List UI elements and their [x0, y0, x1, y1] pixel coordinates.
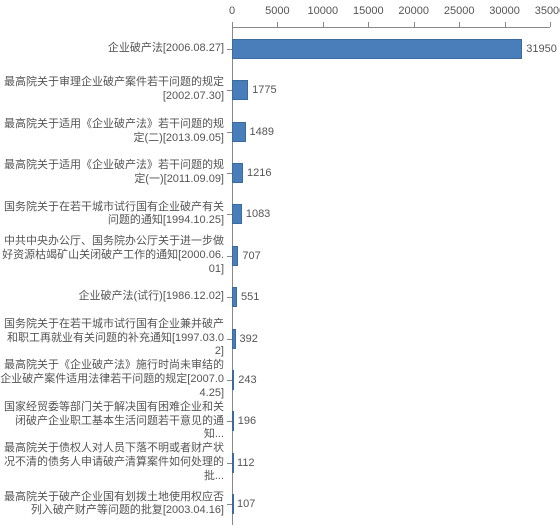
- value-label: 196: [238, 415, 256, 427]
- bar: [232, 163, 243, 183]
- value-label: 1216: [247, 167, 271, 179]
- y-axis-tick: [227, 173, 232, 174]
- row-label: 国务院关于在若干城市试行国有企业破产有关问题的通知[1994.10.25]: [0, 201, 228, 229]
- bar: [232, 494, 234, 514]
- row-label: 最高院关于审理企业破产案件若干问题的规定[2002.07.30]: [0, 76, 228, 104]
- row-label: 最高院关于《企业破产法》施行时尚未审结的企业破产案件适用法律若干问题的规定[20…: [0, 359, 228, 400]
- value-label: 243: [238, 374, 256, 386]
- y-axis-tick: [227, 380, 232, 381]
- value-label: 31950: [526, 43, 557, 55]
- x-axis-tick: [550, 22, 551, 27]
- y-axis-tick: [227, 504, 232, 505]
- x-axis-label: 5000: [265, 5, 289, 17]
- value-label: 707: [242, 250, 260, 262]
- chart-row: 最高院关于审理企业破产案件若干问题的规定[2002.07.30] 1775: [0, 69, 550, 110]
- x-axis: 05000100001500020000250003000035000: [232, 0, 552, 28]
- value-label: 392: [240, 333, 258, 345]
- y-axis-tick: [227, 90, 232, 91]
- x-axis-label: 25000: [444, 5, 475, 17]
- bar: [232, 287, 237, 307]
- row-label: 最高院关于债权人对人员下落不明或者财产状况不清的债务人申请破产清算案件如何处理的…: [0, 442, 228, 483]
- chart-row: 中共中央办公厅、国务院办公厅关于进一步做好资源枯竭矿山关闭破产工作的通知[200…: [0, 235, 550, 276]
- row-label: 企业破产法[2006.08.27]: [0, 42, 228, 56]
- bar-zone: 1775: [232, 69, 550, 110]
- chart-row: 最高院关于债权人对人员下落不明或者财产状况不清的债务人申请破产清算案件如何处理的…: [0, 442, 550, 483]
- y-axis-tick: [227, 339, 232, 340]
- y-axis-tick: [227, 214, 232, 215]
- value-label: 1083: [246, 208, 270, 220]
- row-label: 国务院关于在若干城市试行国有企业兼并破产和职工再就业有关问题的补充通知[1997…: [0, 318, 228, 359]
- chart-row: 最高院关于适用《企业破产法》若干问题的规定(一)[2011.09.09] 1216: [0, 152, 550, 193]
- row-label: 中共中央办公厅、国务院办公厅关于进一步做好资源枯竭矿山关闭破产工作的通知[200…: [0, 235, 228, 276]
- bar-chart: 0 5000 10000 15000 20000 25000 30000 35000 企业破产…: [0, 0, 560, 529]
- bar: [232, 80, 248, 100]
- x-axis-label: 30000: [489, 5, 520, 17]
- bar: [232, 246, 238, 266]
- chart-row: 企业破产法[2006.08.27] 31950: [0, 28, 550, 69]
- value-label: 1775: [252, 84, 276, 96]
- row-label: 企业破产法(试行)[1986.12.02]: [0, 290, 228, 304]
- bar: [232, 370, 234, 390]
- x-axis-label: 20000: [398, 5, 429, 17]
- chart-row: 国家经贸委等部门关于解决国有困难企业和关闭破产企业职工基本生活问题若干意见的通知…: [0, 401, 550, 442]
- y-axis-tick: [227, 421, 232, 422]
- bar-zone: 196: [232, 401, 550, 442]
- bar: [232, 122, 246, 142]
- bar-zone: 1489: [232, 111, 550, 152]
- x-axis-label: 10000: [308, 5, 339, 17]
- value-label: 107: [237, 498, 255, 510]
- x-axis-label: 35000: [535, 5, 560, 17]
- chart-row: 国务院关于在若干城市试行国有企业破产有关问题的通知[1994.10.25] 108…: [0, 194, 550, 235]
- row-label: 最高院关于适用《企业破产法》若干问题的规定(二)[2013.09.05]: [0, 118, 228, 146]
- bar-zone: 551: [232, 277, 550, 318]
- chart-row: 最高院关于破产企业国有划拨土地使用权应否列入破产财产等问题的批复[2003.04…: [0, 484, 550, 525]
- y-axis-tick: [227, 49, 232, 50]
- bar: [232, 411, 234, 431]
- x-axis-label: 0: [229, 5, 235, 17]
- y-axis-tick: [227, 132, 232, 133]
- bar-zone: 243: [232, 359, 550, 400]
- chart-rows: 企业破产法[2006.08.27] 31950最高院关于审理企业破产案件若干问题的…: [0, 28, 550, 525]
- chart-row: 最高院关于适用《企业破产法》若干问题的规定(二)[2013.09.05] 1489: [0, 111, 550, 152]
- row-label: 最高院关于适用《企业破产法》若干问题的规定(一)[2011.09.09]: [0, 159, 228, 187]
- bar: [232, 329, 236, 349]
- row-label: 最高院关于破产企业国有划拨土地使用权应否列入破产财产等问题的批复[2003.04…: [0, 491, 228, 519]
- bar-zone: 107: [232, 484, 550, 525]
- bar-zone: 112: [232, 442, 550, 483]
- bar-zone: 1083: [232, 194, 550, 235]
- chart-row: 企业破产法(试行)[1986.12.02] 551: [0, 277, 550, 318]
- value-label: 1489: [250, 126, 274, 138]
- bar: [232, 453, 234, 473]
- bar-zone: 1216: [232, 152, 550, 193]
- bar-zone: 31950: [232, 28, 550, 69]
- bar-zone: 707: [232, 235, 550, 276]
- value-label: 551: [241, 291, 259, 303]
- chart-row: 最高院关于《企业破产法》施行时尚未审结的企业破产案件适用法律若干问题的规定[20…: [0, 359, 550, 400]
- y-axis-tick: [227, 256, 232, 257]
- row-label: 国家经贸委等部门关于解决国有困难企业和关闭破产企业职工基本生活问题若干意见的通知…: [0, 401, 228, 442]
- value-label: 112: [237, 457, 255, 469]
- bar: [232, 39, 522, 59]
- bar-zone: 392: [232, 318, 550, 359]
- y-axis-tick: [227, 463, 232, 464]
- bar: [232, 204, 242, 224]
- x-axis-label: 15000: [353, 5, 384, 17]
- y-axis-tick: [227, 297, 232, 298]
- chart-row: 国务院关于在若干城市试行国有企业兼并破产和职工再就业有关问题的补充通知[1997…: [0, 318, 550, 359]
